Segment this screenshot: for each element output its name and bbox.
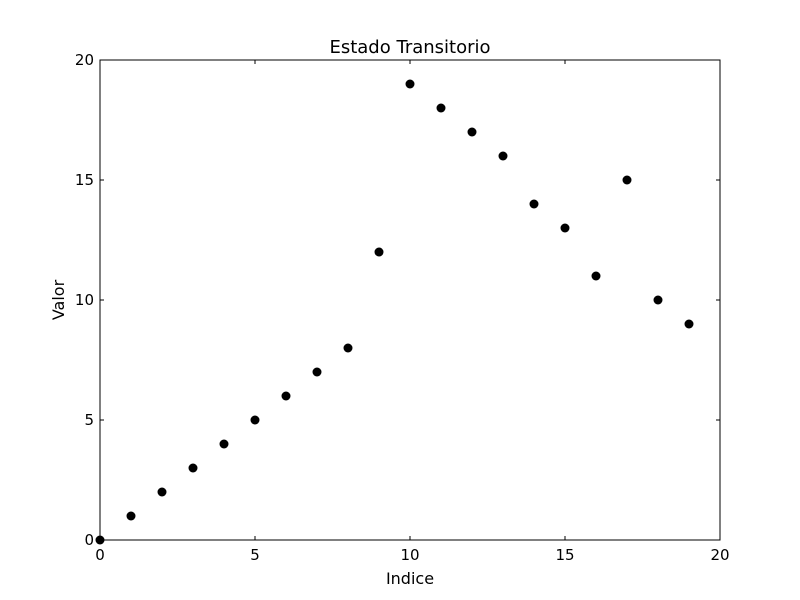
data-points xyxy=(95,79,694,545)
data-point xyxy=(343,343,353,353)
y-axis-label: Valor xyxy=(49,279,68,320)
data-point xyxy=(157,487,167,497)
x-tick-label: 15 xyxy=(555,546,574,564)
data-point xyxy=(374,247,384,257)
y-tick-label: 20 xyxy=(75,51,94,69)
data-point xyxy=(467,127,477,137)
data-point xyxy=(560,223,570,233)
data-point xyxy=(436,103,446,113)
data-point xyxy=(529,199,539,209)
tick-labels: 0 5 10 15 20 0 5 10 15 20 xyxy=(75,51,730,564)
y-tick-label: 5 xyxy=(84,411,94,429)
x-tick-label: 5 xyxy=(250,546,260,564)
data-point xyxy=(653,295,663,305)
data-point xyxy=(281,391,291,401)
data-point xyxy=(405,79,415,89)
x-axis-label: Indice xyxy=(386,569,434,588)
data-point xyxy=(250,415,260,425)
data-point xyxy=(219,439,229,449)
data-point xyxy=(622,175,632,185)
x-tick-label: 10 xyxy=(400,546,419,564)
x-tick-label: 0 xyxy=(95,546,105,564)
data-point xyxy=(684,319,694,329)
x-tick-label: 20 xyxy=(710,546,729,564)
data-point xyxy=(126,511,136,521)
chart-title: Estado Transitorio xyxy=(329,37,490,58)
plot-frame xyxy=(99,59,721,541)
y-tick-label: 10 xyxy=(75,291,94,309)
y-tick-label: 15 xyxy=(75,171,94,189)
data-point xyxy=(312,367,322,377)
y-tick-label: 0 xyxy=(84,531,94,549)
data-point xyxy=(591,271,601,281)
data-point xyxy=(188,463,198,473)
data-point xyxy=(498,151,508,161)
